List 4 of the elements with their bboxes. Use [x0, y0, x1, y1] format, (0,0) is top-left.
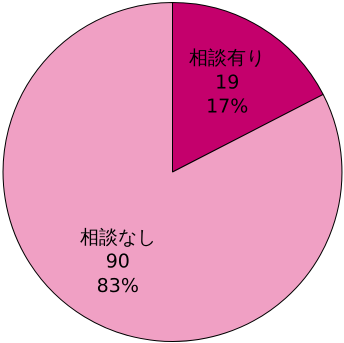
slice-label: 相談有り	[189, 47, 266, 70]
data-label: 19 17%	[206, 71, 248, 118]
data-label: 90 83%	[96, 250, 139, 297]
slice-label: 相談なし	[80, 226, 156, 249]
